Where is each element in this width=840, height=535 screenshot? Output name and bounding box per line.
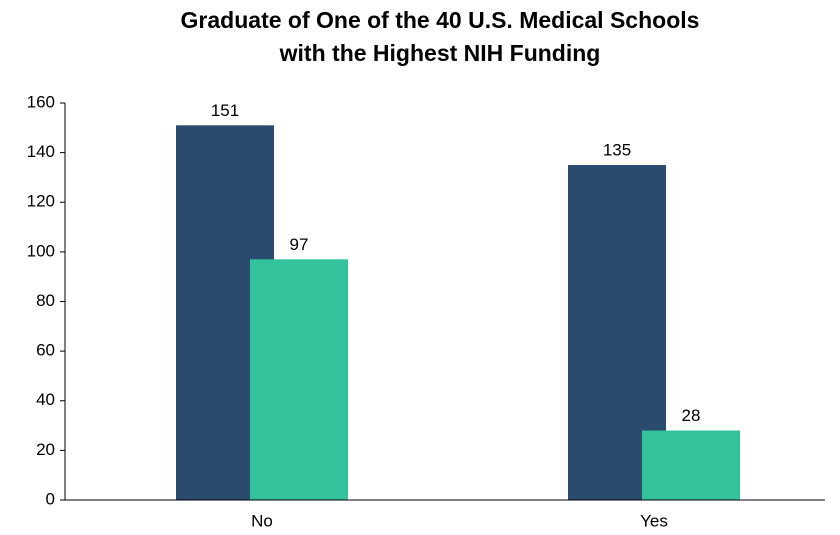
x-tick-label: No	[251, 511, 273, 530]
value-label: 28	[682, 406, 701, 425]
y-tick-label: 0	[46, 489, 55, 508]
x-tick-label: Yes	[640, 511, 668, 530]
y-tick-label: 140	[27, 142, 55, 161]
y-tick-label: 80	[36, 291, 55, 310]
y-tick-label: 120	[27, 192, 55, 211]
chart-title: Graduate of One of the 40 U.S. Medical S…	[181, 7, 700, 33]
bar	[642, 430, 740, 500]
value-label: 97	[290, 235, 309, 254]
y-tick-label: 160	[27, 92, 55, 111]
y-tick-label: 40	[36, 390, 55, 409]
value-label: 151	[211, 101, 239, 120]
bar	[250, 259, 348, 500]
y-tick-label: 60	[36, 341, 55, 360]
y-tick-label: 20	[36, 440, 55, 459]
chart-title: with the Highest NIH Funding	[279, 40, 601, 66]
value-label: 135	[603, 141, 631, 160]
y-tick-label: 100	[27, 241, 55, 260]
